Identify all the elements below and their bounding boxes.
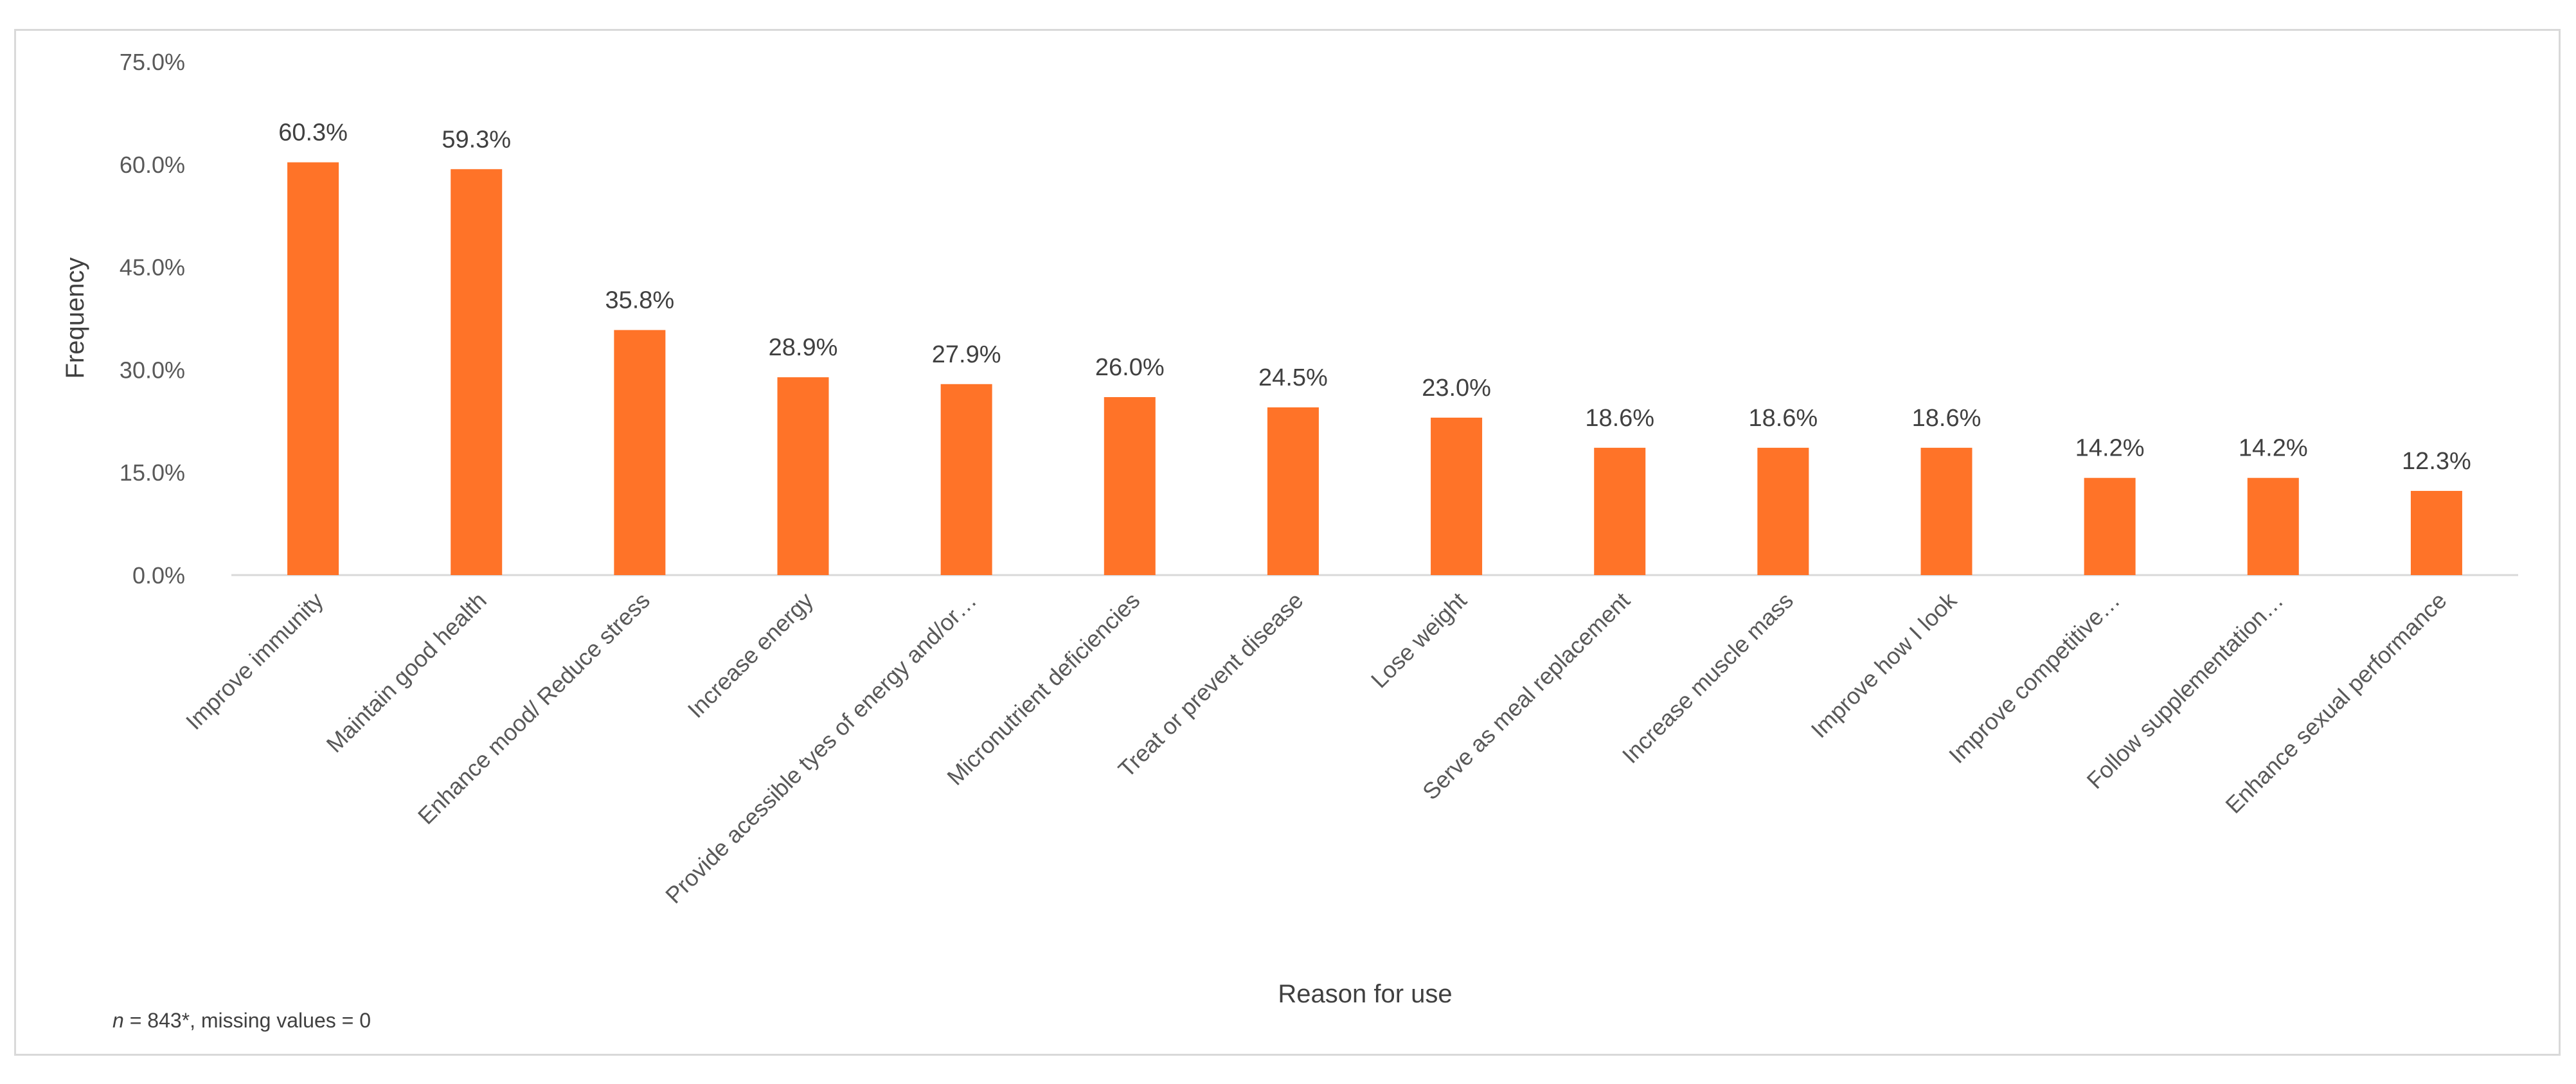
data-label: 18.6% bbox=[1585, 405, 1654, 432]
data-label: 59.3% bbox=[442, 126, 511, 153]
y-tick-label: 75.0% bbox=[120, 49, 185, 75]
bar bbox=[1104, 397, 1156, 575]
category-label: Provide acessible tyes of energy and/or… bbox=[660, 587, 981, 909]
x-axis-title: Reason for use bbox=[1278, 980, 1452, 1008]
data-label: 23.0% bbox=[1422, 375, 1491, 402]
data-label: 14.2% bbox=[2239, 435, 2308, 462]
y-tick-label: 60.0% bbox=[120, 152, 185, 178]
category-label: Increase energy bbox=[683, 587, 819, 724]
data-label: 24.5% bbox=[1258, 364, 1328, 391]
data-label: 26.0% bbox=[1095, 354, 1165, 381]
bar bbox=[778, 377, 829, 575]
bar bbox=[941, 384, 992, 575]
category-label: Increase muscle mass bbox=[1617, 587, 1798, 769]
category-label: Improve competitive… bbox=[1944, 587, 2125, 769]
data-label: 18.6% bbox=[1748, 405, 1818, 432]
bar bbox=[2084, 478, 2136, 575]
y-axis-title: Frequency bbox=[61, 258, 89, 379]
data-label: 27.9% bbox=[932, 341, 1001, 368]
bar bbox=[2248, 478, 2299, 575]
y-tick-label: 30.0% bbox=[120, 357, 185, 383]
bar bbox=[1757, 448, 1809, 575]
y-tick-label: 15.0% bbox=[120, 459, 185, 486]
bar bbox=[287, 163, 339, 575]
data-label: 60.3% bbox=[278, 120, 348, 147]
bar bbox=[1267, 407, 1319, 575]
data-label: 35.8% bbox=[605, 287, 674, 314]
bar bbox=[2411, 491, 2462, 575]
bar bbox=[614, 330, 665, 575]
data-label: 18.6% bbox=[1912, 405, 1981, 432]
category-label: Improve immunity bbox=[181, 587, 328, 735]
bar bbox=[1431, 418, 1482, 575]
data-label: 12.3% bbox=[2402, 448, 2471, 475]
footnote-n-symbol: n bbox=[112, 1009, 124, 1032]
bar bbox=[1594, 448, 1645, 575]
y-tick-label: 45.0% bbox=[120, 254, 185, 281]
footnote: n = 843*, missing values = 0 bbox=[112, 1009, 371, 1033]
category-label: Improve how I look bbox=[1806, 587, 1962, 743]
category-label: Maintain good health bbox=[321, 587, 492, 758]
data-label: 28.9% bbox=[769, 334, 838, 361]
y-tick-label: 0.0% bbox=[132, 562, 185, 589]
footnote-text: = 843*, missing values = 0 bbox=[124, 1009, 371, 1032]
bar bbox=[1921, 448, 1972, 575]
bar bbox=[451, 169, 502, 575]
data-label: 14.2% bbox=[2075, 435, 2145, 462]
category-label: Lose weight bbox=[1366, 587, 1472, 693]
category-label: Treat or prevent disease bbox=[1113, 587, 1309, 783]
category-label: Micronutrient deficiencies bbox=[942, 587, 1145, 790]
